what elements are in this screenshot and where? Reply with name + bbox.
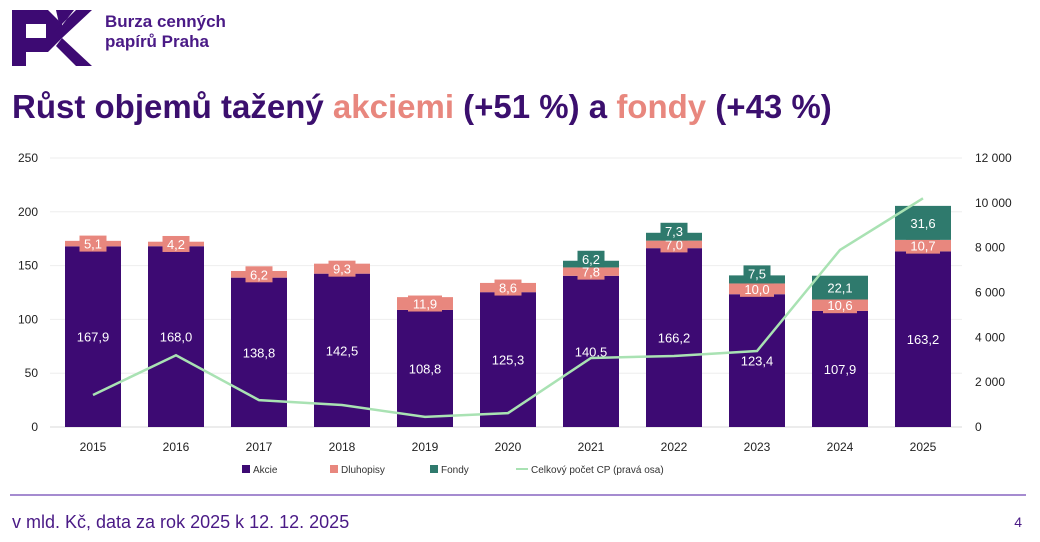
page-number: 4: [1014, 514, 1022, 530]
data-label-akcie: 107,9: [824, 362, 857, 377]
data-label-dluhopisy: 11,9: [413, 297, 437, 312]
x-tick-label: 2019: [412, 440, 439, 454]
bar-akcie: [65, 246, 121, 427]
data-label-akcie: 168,0: [160, 330, 193, 345]
brand-line-2: papírů Praha: [105, 32, 209, 51]
bar-akcie: [729, 294, 785, 427]
data-label-akcie: 166,2: [658, 331, 691, 346]
data-label-fondy: 7,3: [665, 224, 683, 239]
x-tick-label: 2023: [744, 440, 771, 454]
data-label-bg: [577, 250, 605, 267]
x-tick-label: 2021: [578, 440, 605, 454]
data-label-bg: [408, 295, 442, 312]
bar-akcie: [812, 310, 868, 427]
data-label-bg: [823, 279, 857, 296]
y2-tick-label: 0: [975, 420, 982, 434]
x-tick-label: 2017: [246, 440, 273, 454]
bar-akcie: [314, 273, 370, 427]
data-label-dluhopisy: 5,1: [84, 237, 102, 252]
data-label-akcie: 167,9: [77, 330, 110, 345]
x-tick-label: 2025: [910, 440, 937, 454]
bar-akcie: [148, 246, 204, 427]
data-label-dluhopisy: 7,8: [582, 265, 600, 280]
bar-akcie: [646, 248, 702, 427]
data-label-akcie: 125,3: [492, 353, 525, 368]
data-label-dluhopisy: 10,7: [910, 239, 935, 254]
y2-tick-label: 8 000: [975, 241, 1005, 255]
data-label-bg: [494, 279, 522, 296]
data-label-bg: [740, 280, 774, 297]
data-label-fondy: 6,2: [582, 252, 600, 267]
data-label-akcie: 108,8: [409, 361, 442, 376]
data-label-bg: [743, 265, 771, 282]
data-label-bg: [79, 235, 107, 252]
y2-tick-label: 4 000: [975, 330, 1005, 344]
data-label-dluhopisy: 9,3: [333, 262, 351, 277]
bar-akcie: [480, 292, 536, 427]
stacked-bar-chart: 0 50 100 150 200 250 0 2 000 4 000 6 000 8 000 10 0…: [18, 151, 1012, 476]
legend-item: Dluhopisy: [341, 465, 385, 476]
bar-akcie: [895, 251, 951, 427]
data-label-bg: [245, 266, 273, 283]
data-label-akcie: 163,2: [907, 332, 940, 347]
y-tick-label: 50: [25, 366, 39, 380]
bar-akcie: [563, 275, 619, 427]
data-label-bg: [906, 237, 940, 254]
x-tick-label: 2024: [827, 440, 854, 454]
y2-tick-label: 6 000: [975, 286, 1005, 300]
brand-line-1: Burza cenných: [105, 12, 226, 31]
footer-note: v mld. Kč, data za rok 2025 k 12. 12. 20…: [12, 512, 350, 532]
data-label-bg: [906, 214, 940, 231]
data-label-dluhopisy: 8,6: [499, 281, 517, 296]
title-part: (+43 %): [706, 88, 832, 125]
y-tick-label: 150: [18, 259, 38, 273]
data-label-dluhopisy: 4,2: [167, 237, 185, 252]
x-tick-label: 2020: [495, 440, 522, 454]
data-label-bg: [162, 235, 190, 252]
legend-swatch: [430, 465, 438, 473]
data-label-bg: [328, 260, 356, 277]
data-label-bg: [660, 222, 688, 239]
data-label-bg: [577, 263, 605, 280]
title-highlight-fondy: fondy: [616, 88, 707, 125]
legend-swatch: [242, 465, 250, 473]
data-label-akcie: 140,5: [575, 344, 608, 359]
y-tick-label: 100: [18, 312, 38, 326]
title-highlight-akcie: akciemi: [332, 88, 454, 125]
data-label-fondy: 22,1: [827, 281, 852, 296]
y2-tick-label: 2 000: [975, 375, 1005, 389]
legend-item: Fondy: [441, 465, 469, 476]
x-tick-label: 2022: [661, 440, 688, 454]
legend-item: Celkový počet CP (pravá osa): [531, 465, 664, 476]
brand-name: Burza cenných papírů Praha: [105, 12, 226, 52]
legend-item: Akcie: [253, 465, 278, 476]
x-tick-label: 2015: [80, 440, 107, 454]
x-tick-label: 2016: [163, 440, 190, 454]
y-tick-label: 0: [31, 420, 38, 434]
data-label-dluhopisy: 10,6: [827, 298, 852, 313]
legend-swatch: [330, 465, 338, 473]
data-label-akcie: 142,5: [326, 343, 359, 358]
page-title: Růst objemů tažený akciemi (+51 %) a fon…: [12, 88, 832, 126]
x-tick-label: 2018: [329, 440, 356, 454]
y-tick-label: 200: [18, 205, 38, 219]
bar-akcie: [397, 309, 453, 427]
data-label-dluhopisy: 6,2: [250, 267, 268, 282]
line-celkovy-pocet-cp: [92, 197, 924, 419]
data-label-fondy: 31,6: [910, 216, 935, 231]
data-label-dluhopisy: 10,0: [744, 282, 769, 297]
data-label-fondy: 7,5: [748, 266, 766, 281]
bcpp-logo: [10, 8, 95, 73]
data-label-dluhopisy: 7,0: [665, 237, 683, 252]
title-part: (+51 %) a: [453, 88, 617, 125]
data-label-akcie: 138,8: [243, 345, 276, 360]
y2-tick-label: 12 000: [975, 151, 1012, 165]
y2-tick-label: 10 000: [975, 196, 1012, 210]
data-label-akcie: 123,4: [741, 354, 774, 369]
title-part: Růst objemů tažený: [12, 88, 333, 125]
y-tick-label: 250: [18, 151, 38, 165]
data-label-bg: [823, 297, 857, 314]
divider: [10, 494, 1026, 496]
